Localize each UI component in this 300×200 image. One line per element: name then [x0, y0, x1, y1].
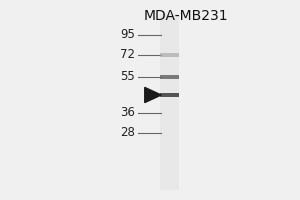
Bar [160, 14, 179, 190]
Text: 36: 36 [120, 106, 135, 119]
Text: 55: 55 [120, 71, 135, 84]
Bar [160, 93, 179, 97]
Text: 28: 28 [120, 127, 135, 140]
Bar [160, 53, 179, 57]
Bar [160, 75, 179, 79]
Polygon shape [145, 87, 161, 103]
Text: 95: 95 [120, 28, 135, 42]
Text: MDA-MB231: MDA-MB231 [144, 9, 228, 23]
Text: 72: 72 [120, 48, 135, 62]
